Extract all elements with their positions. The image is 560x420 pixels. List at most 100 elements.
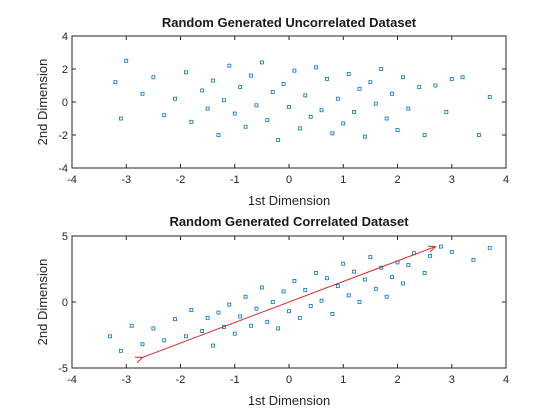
data-point xyxy=(232,111,237,116)
chart-title: Random Generated Uncorrelated Dataset xyxy=(162,15,417,30)
correlated-panel: Random Generated Correlated Dataset -4 -3… xyxy=(35,214,509,408)
y-tick-label: 0 xyxy=(62,97,68,109)
data-point xyxy=(476,133,481,137)
x-tick-label: -3 xyxy=(121,174,131,186)
data-point xyxy=(308,114,313,119)
data-point xyxy=(200,88,205,93)
x-axis-label: 1st Dimension xyxy=(248,193,330,208)
data-point xyxy=(346,72,351,76)
tick-group: -4 -3 -2 -1 0 1 2 3 4 -4 -2 0 2 4 xyxy=(58,31,509,186)
tick-group: -4 -3 -2 -1 0 1 2 3 4 -5 0 5 xyxy=(58,231,509,386)
data-point xyxy=(238,85,243,90)
data-point xyxy=(140,91,145,96)
x-tick-label: 1 xyxy=(340,374,346,386)
data-point xyxy=(221,98,226,103)
chart-title: Random Generated Correlated Dataset xyxy=(169,214,409,229)
x-tick-label: -1 xyxy=(230,174,240,186)
y-tick-label: 5 xyxy=(62,231,68,243)
data-point xyxy=(357,86,362,91)
uncorrelated-panel: Random Generated Uncorrelated Dataset -4… xyxy=(35,15,509,208)
data-point xyxy=(254,103,259,108)
data-point xyxy=(460,75,465,80)
x-tick-label: 4 xyxy=(503,174,509,186)
x-tick-label: -2 xyxy=(176,374,186,386)
data-point xyxy=(449,77,454,81)
data-point xyxy=(118,116,123,121)
x-tick-label: 1 xyxy=(340,174,346,186)
x-tick-label: -3 xyxy=(121,374,131,386)
data-point xyxy=(281,81,286,86)
y-tick-label: -2 xyxy=(58,130,68,142)
data-point xyxy=(384,116,389,121)
data-point xyxy=(341,121,346,126)
data-point xyxy=(113,80,118,85)
data-point xyxy=(487,245,492,250)
data-point xyxy=(184,70,188,75)
y-tick-label: 2 xyxy=(62,64,68,76)
y-tick-label: 0 xyxy=(62,297,68,309)
x-tick-label: 2 xyxy=(394,374,400,386)
data-point xyxy=(276,138,281,142)
data-point xyxy=(373,101,378,106)
data-point xyxy=(422,133,427,137)
data-point xyxy=(471,257,476,262)
y-axis-label: 2nd Dimension xyxy=(35,59,50,146)
x-tick-label: 3 xyxy=(449,374,455,386)
data-point xyxy=(108,334,112,339)
data-point xyxy=(297,126,302,131)
data-point xyxy=(259,60,264,65)
data-point xyxy=(330,131,335,136)
data-point xyxy=(124,58,129,63)
data-point xyxy=(151,75,156,80)
data-point xyxy=(395,128,400,132)
scatter-points xyxy=(113,58,492,142)
data-point xyxy=(162,113,167,118)
data-point xyxy=(173,96,177,101)
data-point xyxy=(319,108,324,113)
data-point xyxy=(314,65,319,70)
data-point xyxy=(406,106,411,111)
data-point xyxy=(243,124,248,129)
data-point xyxy=(211,78,215,83)
data-point xyxy=(270,90,275,94)
data-point xyxy=(438,244,443,249)
x-tick-label: 0 xyxy=(286,374,292,386)
data-point xyxy=(265,118,270,123)
data-point xyxy=(118,348,123,353)
data-point xyxy=(292,68,297,73)
data-point xyxy=(189,119,194,124)
data-point xyxy=(287,105,291,109)
x-tick-label: -4 xyxy=(67,374,77,386)
data-point xyxy=(249,73,253,78)
y-tick-label: 4 xyxy=(62,31,68,43)
y-tick-label: -5 xyxy=(58,363,68,375)
data-point xyxy=(487,95,492,99)
data-point xyxy=(335,96,340,101)
data-point xyxy=(417,85,422,90)
y-tick-label: -4 xyxy=(58,163,68,175)
data-point xyxy=(129,323,134,328)
x-tick-label: -4 xyxy=(67,174,77,186)
data-point xyxy=(303,93,308,98)
x-tick-label: 0 xyxy=(286,174,292,186)
principal-direction-arrow xyxy=(143,247,436,358)
x-tick-label: 4 xyxy=(503,374,509,386)
data-point xyxy=(352,110,357,114)
y-axis-label: 2nd Dimension xyxy=(35,259,50,346)
data-point xyxy=(368,80,373,85)
x-tick-label: 3 xyxy=(449,174,455,186)
data-point xyxy=(449,249,454,254)
x-tick-label: 2 xyxy=(394,174,400,186)
x-tick-label: -2 xyxy=(176,174,186,186)
data-point xyxy=(205,106,210,111)
data-point xyxy=(363,134,367,139)
data-point xyxy=(216,133,221,137)
plot-area xyxy=(71,35,507,169)
data-point xyxy=(227,63,232,68)
data-point xyxy=(401,75,405,80)
data-point xyxy=(433,83,438,88)
data-point xyxy=(390,91,394,96)
data-point xyxy=(325,77,329,81)
x-axis-label: 1st Dimension xyxy=(248,393,330,408)
